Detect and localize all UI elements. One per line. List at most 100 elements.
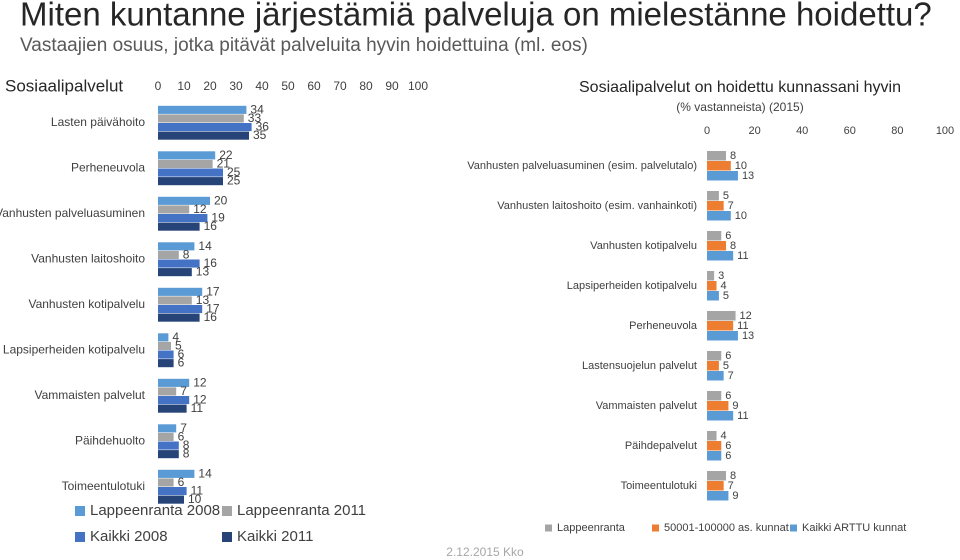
data-label: 6 bbox=[178, 356, 185, 370]
bar bbox=[707, 321, 734, 331]
data-label: 8 bbox=[183, 247, 190, 261]
data-label: 16 bbox=[204, 219, 218, 233]
category-label: Päihdepalvelut bbox=[625, 440, 697, 452]
bar bbox=[158, 387, 177, 396]
data-label: 20 bbox=[214, 193, 228, 207]
bar bbox=[707, 251, 734, 261]
data-label: 22 bbox=[219, 148, 233, 162]
bar bbox=[707, 471, 727, 481]
bar bbox=[707, 151, 727, 161]
bar bbox=[158, 259, 200, 268]
category-label: Toimeentulotuki bbox=[62, 479, 145, 493]
data-label: 10 bbox=[188, 492, 202, 506]
data-label: 12 bbox=[193, 375, 207, 389]
x-tick-label: 0 bbox=[704, 125, 710, 137]
data-label: 10 bbox=[735, 210, 747, 222]
data-label: 16 bbox=[204, 310, 218, 324]
data-label: 6 bbox=[725, 450, 731, 462]
bar bbox=[158, 268, 192, 277]
data-label: 17 bbox=[206, 301, 220, 315]
data-label: 11 bbox=[737, 320, 748, 332]
bar bbox=[707, 211, 731, 221]
bar bbox=[158, 296, 192, 305]
x-tick-label: 10 bbox=[177, 79, 191, 93]
category-label: Vanhusten kotipalvelu bbox=[28, 297, 145, 311]
bar bbox=[707, 431, 717, 441]
bar bbox=[158, 350, 174, 359]
x-tick-label: 100 bbox=[408, 79, 428, 93]
data-label: 8 bbox=[183, 438, 190, 452]
bar bbox=[158, 333, 169, 342]
slide-subtitle: Vastaajien osuus, jotka pitävät palvelui… bbox=[20, 35, 588, 56]
data-label: 4 bbox=[172, 330, 179, 344]
legend-swatch bbox=[545, 524, 552, 532]
bar bbox=[707, 291, 719, 301]
bar bbox=[707, 411, 734, 421]
data-label: 6 bbox=[725, 230, 731, 242]
x-tick-label: 90 bbox=[385, 79, 399, 93]
data-label: 6 bbox=[178, 429, 185, 443]
bar bbox=[707, 311, 736, 321]
data-label: 35 bbox=[253, 128, 267, 142]
legend-label: Lappeenranta bbox=[557, 522, 626, 534]
data-label: 33 bbox=[248, 111, 262, 125]
legend-label: Lappeenranta 2011 bbox=[237, 502, 366, 519]
data-label: 5 bbox=[175, 338, 182, 352]
data-label: 36 bbox=[256, 119, 270, 133]
data-label: 11 bbox=[191, 483, 204, 497]
bar bbox=[158, 205, 190, 214]
bar bbox=[707, 481, 724, 491]
data-label: 13 bbox=[196, 293, 210, 307]
data-label: 6 bbox=[725, 440, 731, 452]
x-tick-label: 100 bbox=[936, 125, 954, 137]
bar bbox=[707, 441, 722, 451]
bar bbox=[707, 361, 719, 371]
data-label: 7 bbox=[180, 384, 187, 398]
x-tick-label: 80 bbox=[891, 125, 903, 137]
category-label: Toimeentulotuki bbox=[621, 480, 697, 492]
bar bbox=[158, 495, 184, 504]
data-label: 25 bbox=[227, 174, 241, 188]
bar bbox=[707, 371, 724, 381]
bar bbox=[707, 171, 738, 181]
data-label: 11 bbox=[737, 250, 748, 262]
category-label: Vanhusten kotipalvelu bbox=[590, 240, 697, 252]
data-label: 19 bbox=[211, 210, 225, 224]
legend-swatch bbox=[75, 506, 85, 516]
legend-swatch bbox=[75, 532, 85, 542]
bar bbox=[158, 424, 177, 433]
data-label: 17 bbox=[206, 284, 220, 298]
bar bbox=[707, 331, 738, 341]
data-label: 5 bbox=[723, 190, 729, 202]
x-tick-label: 50 bbox=[281, 79, 295, 93]
bar bbox=[707, 351, 722, 361]
bar bbox=[158, 123, 252, 132]
data-label: 34 bbox=[250, 102, 264, 116]
bar bbox=[158, 432, 174, 441]
bar bbox=[158, 214, 208, 223]
category-label: Lasten päivähoito bbox=[51, 115, 145, 129]
data-label: 12 bbox=[193, 392, 207, 406]
data-label: 8 bbox=[730, 470, 736, 482]
bar bbox=[707, 451, 722, 461]
bar bbox=[158, 359, 174, 368]
bar bbox=[158, 396, 190, 405]
category-label: Perheneuvola bbox=[71, 161, 145, 175]
x-tick-label: 80 bbox=[359, 79, 373, 93]
bar bbox=[158, 168, 223, 177]
data-label: 10 bbox=[735, 160, 747, 172]
bar bbox=[158, 151, 216, 160]
bar bbox=[158, 131, 249, 140]
legend-label: 50001-100000 as. kunnat bbox=[664, 522, 789, 534]
legend-swatch bbox=[222, 532, 232, 542]
bar bbox=[158, 404, 187, 413]
data-label: 6 bbox=[725, 390, 731, 402]
bar bbox=[707, 231, 722, 241]
bar bbox=[158, 478, 174, 487]
data-label: 21 bbox=[217, 156, 231, 170]
data-label: 5 bbox=[723, 290, 729, 302]
bar bbox=[707, 271, 715, 281]
data-label: 3 bbox=[718, 270, 724, 282]
data-label: 14 bbox=[198, 239, 212, 253]
chart-subtitle: (% vastanneista) (2015) bbox=[676, 100, 803, 114]
